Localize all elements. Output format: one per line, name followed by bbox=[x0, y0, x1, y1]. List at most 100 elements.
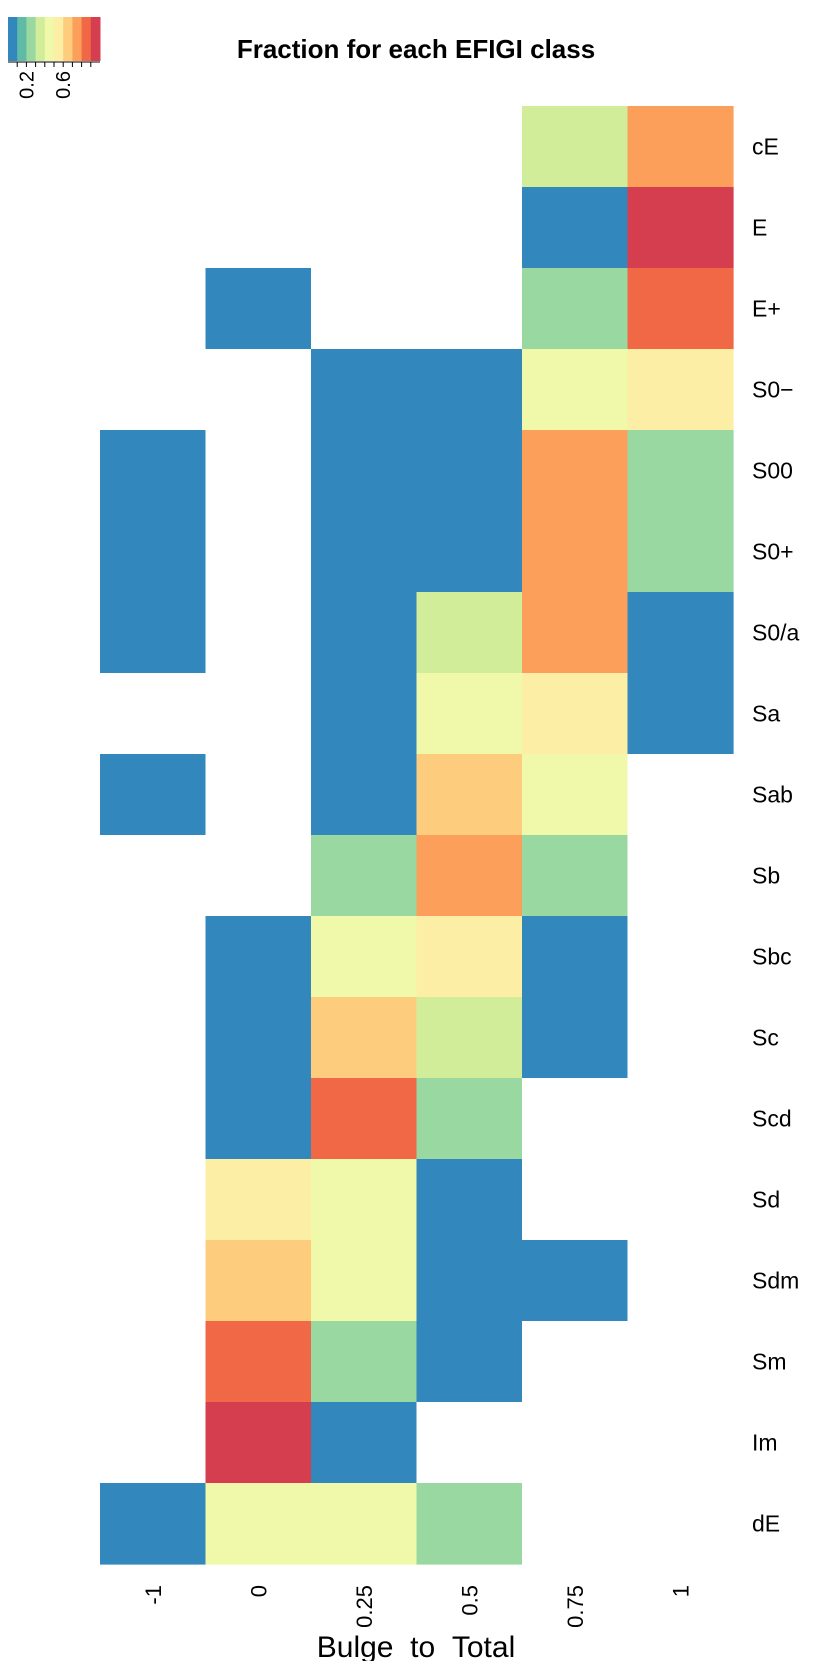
heatmap-cell bbox=[522, 1240, 629, 1322]
colorbar: 0.2 0.6 bbox=[8, 17, 101, 99]
heatmap-cell bbox=[205, 835, 312, 917]
row-label: dE bbox=[752, 1511, 780, 1537]
heatmap-cell bbox=[522, 673, 629, 755]
heatmap-cell bbox=[627, 1402, 734, 1484]
colorbar-tick-label: 0.6 bbox=[53, 71, 75, 99]
colorbar-segment bbox=[63, 17, 73, 61]
colorbar-segment bbox=[17, 17, 27, 61]
heatmap-cell bbox=[311, 835, 418, 917]
heatmap-cell bbox=[205, 916, 312, 998]
column-label: 0 bbox=[246, 1585, 271, 1597]
heatmap-cell bbox=[205, 754, 312, 836]
column-label: 1 bbox=[668, 1585, 693, 1597]
column-label: 0.75 bbox=[563, 1585, 588, 1628]
heatmap-cell bbox=[416, 511, 523, 593]
heatmap-cell bbox=[522, 106, 629, 188]
heatmap-cell bbox=[205, 106, 312, 188]
heatmap-cell bbox=[100, 997, 207, 1079]
heatmap-cell bbox=[205, 592, 312, 674]
heatmap-cell bbox=[100, 673, 207, 755]
heatmap-cell bbox=[416, 997, 523, 1079]
heatmap-cell bbox=[416, 673, 523, 755]
heatmap-cell bbox=[522, 511, 629, 593]
heatmap-cell bbox=[205, 673, 312, 755]
colorbar-tick-label: 0.2 bbox=[16, 71, 38, 99]
heatmap-cell bbox=[311, 997, 418, 1079]
heatmap-cell bbox=[627, 511, 734, 593]
heatmap-cell bbox=[416, 349, 523, 431]
heatmap-cell bbox=[100, 268, 207, 350]
row-label: Sb bbox=[752, 863, 780, 889]
heatmap-cell bbox=[627, 1159, 734, 1241]
row-label: Scd bbox=[752, 1106, 792, 1132]
colorbar-segment bbox=[54, 17, 64, 61]
colorbar-segment bbox=[72, 17, 83, 61]
column-labels: -1 0 0.25 0.5 0.75 1 bbox=[141, 1585, 694, 1628]
chart-title: Fraction for each EFIGI class bbox=[237, 34, 595, 64]
heatmap-cell bbox=[311, 1159, 418, 1241]
heatmap-cell bbox=[100, 1078, 207, 1160]
heatmap-cell bbox=[522, 1483, 629, 1565]
heatmap-cell bbox=[100, 106, 207, 188]
row-label: Sbc bbox=[752, 944, 792, 970]
heatmap-cell bbox=[311, 754, 418, 836]
row-label: Sa bbox=[752, 701, 780, 727]
heatmap-cell bbox=[205, 187, 312, 269]
row-label: Sd bbox=[752, 1187, 780, 1213]
heatmap-cell bbox=[100, 511, 207, 593]
row-label: S0/a bbox=[752, 620, 800, 646]
heatmap-cell bbox=[100, 916, 207, 998]
heatmap-cell bbox=[416, 268, 523, 350]
column-label: -1 bbox=[141, 1585, 166, 1605]
heatmap-cell bbox=[100, 592, 207, 674]
heatmap-cell bbox=[205, 1159, 312, 1241]
heatmap-cell bbox=[100, 1321, 207, 1403]
heatmap-cell bbox=[416, 916, 523, 998]
heatmap-cell bbox=[100, 349, 207, 431]
colorbar-segment bbox=[8, 17, 18, 61]
heatmap-cell bbox=[627, 997, 734, 1079]
heatmap-cell bbox=[100, 835, 207, 917]
heatmap-cell bbox=[205, 1402, 312, 1484]
heatmap-cell bbox=[311, 1402, 418, 1484]
colorbar-segment bbox=[26, 17, 37, 61]
heatmap-cell bbox=[627, 268, 734, 350]
row-label: Sdm bbox=[752, 1268, 799, 1294]
heatmap-cell bbox=[522, 1078, 629, 1160]
heatmap-cell bbox=[205, 1078, 312, 1160]
heatmap-cell bbox=[416, 1159, 523, 1241]
heatmap-cell bbox=[522, 997, 629, 1079]
heatmap-cell bbox=[627, 835, 734, 917]
heatmap-cell bbox=[627, 916, 734, 998]
heatmap-cell bbox=[205, 1240, 312, 1322]
row-label: S0+ bbox=[752, 539, 794, 565]
heatmap-cell bbox=[100, 1402, 207, 1484]
heatmap-cell bbox=[627, 430, 734, 512]
row-label: S00 bbox=[752, 458, 793, 484]
heatmap-cell bbox=[522, 1321, 629, 1403]
row-label: cE bbox=[752, 134, 779, 160]
heatmap-cell bbox=[416, 1483, 523, 1565]
colorbar-segment bbox=[35, 17, 46, 61]
row-label: Sm bbox=[752, 1349, 787, 1375]
x-axis-label: Bulge_to_Total bbox=[317, 1631, 516, 1661]
heatmap-cell bbox=[627, 187, 734, 269]
row-label: Im bbox=[752, 1430, 778, 1456]
heatmap-cell bbox=[522, 916, 629, 998]
heatmap-cell bbox=[416, 1078, 523, 1160]
heatmap-cell bbox=[522, 268, 629, 350]
heatmap-cell bbox=[627, 1078, 734, 1160]
heatmap-cell bbox=[311, 1321, 418, 1403]
heatmap-cell bbox=[311, 187, 418, 269]
heatmap-cell bbox=[627, 349, 734, 431]
heatmap-cell bbox=[522, 187, 629, 269]
colorbar-segment bbox=[90, 17, 101, 61]
heatmap-cell bbox=[311, 1483, 418, 1565]
heatmap-cell bbox=[311, 511, 418, 593]
heatmap-cell bbox=[627, 754, 734, 836]
row-label: E bbox=[752, 215, 767, 241]
heatmap-cell bbox=[522, 754, 629, 836]
heatmap-cell bbox=[416, 1240, 523, 1322]
